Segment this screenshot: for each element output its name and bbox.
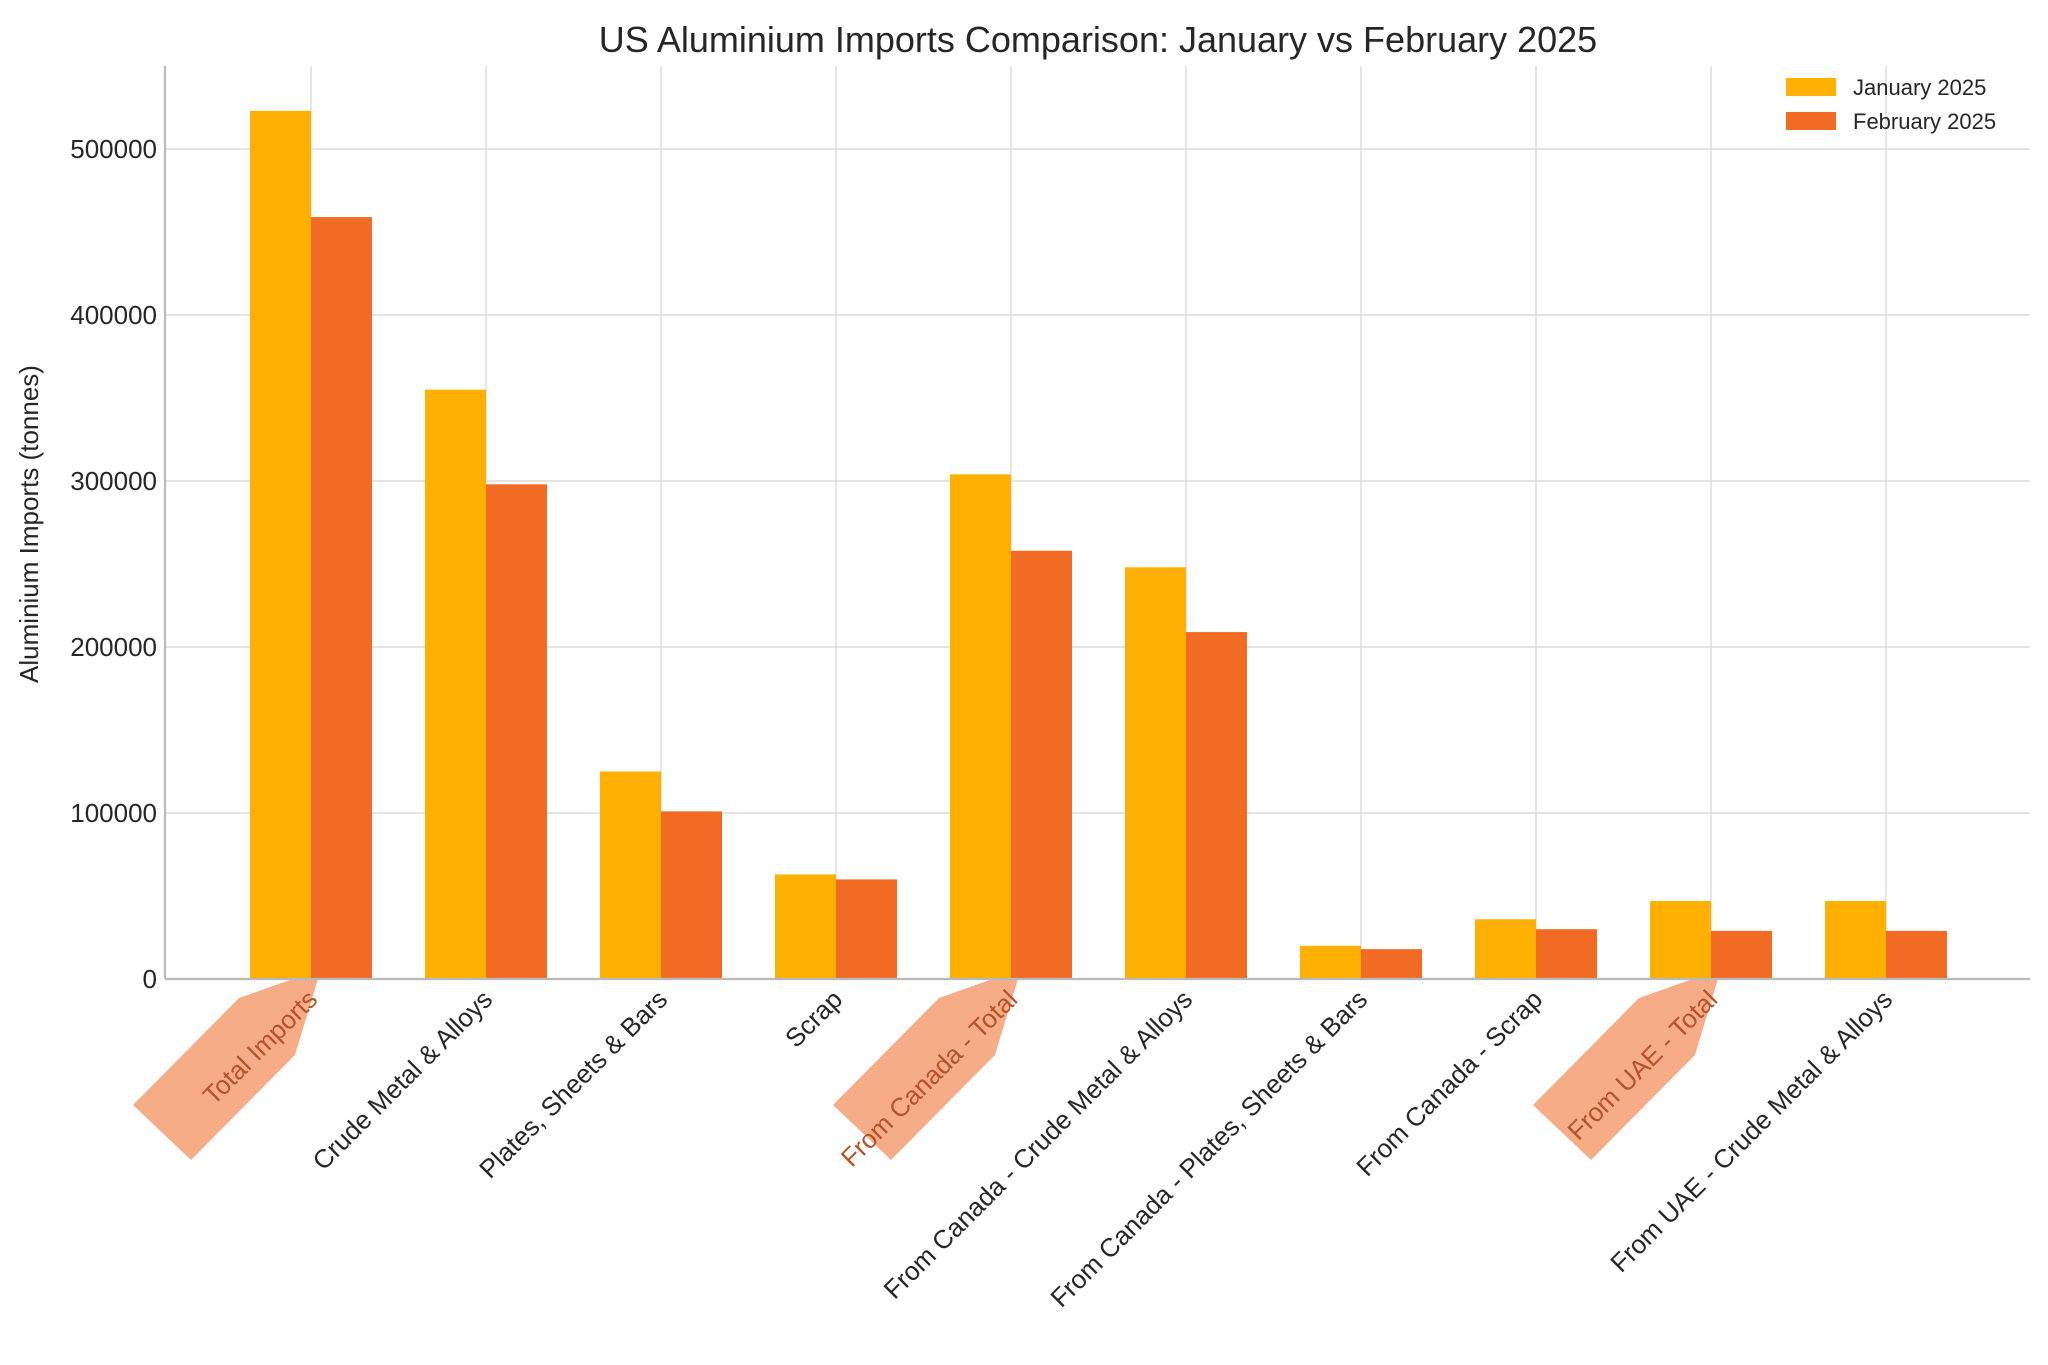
legend: January 2025 February 2025: [1786, 75, 1996, 134]
bar-february: [1711, 930, 1772, 979]
bar-february: [486, 484, 547, 979]
x-tick-label: From Canada - Scrap: [1350, 984, 1548, 1182]
bar-february: [661, 811, 722, 979]
y-tick-label: 0: [143, 964, 157, 994]
x-tick-label: From Canada - Plates, Sheets & Bars: [1044, 984, 1373, 1313]
bar-february: [1361, 949, 1422, 979]
category-highlights: [133, 969, 1721, 1160]
y-tick-label: 300000: [70, 466, 157, 496]
category-highlight: [1533, 969, 1721, 1160]
bar-january: [1300, 945, 1361, 979]
bar-january: [1825, 900, 1886, 979]
bar-january: [600, 771, 661, 979]
bar-january: [1475, 919, 1536, 979]
x-tick-label: Plates, Sheets & Bars: [473, 984, 673, 1184]
bar-february: [1186, 632, 1247, 979]
bars: [250, 110, 1947, 979]
legend-label-february: February 2025: [1853, 109, 1996, 134]
bar-february: [1886, 930, 1947, 979]
x-tick-label: Crude Metal & Alloys: [306, 984, 498, 1176]
bar-january: [1650, 900, 1711, 979]
y-tick-label: 100000: [70, 798, 157, 828]
bar-february: [1536, 929, 1597, 979]
bar-january: [250, 110, 311, 979]
legend-swatch-february: [1786, 112, 1836, 130]
legend-swatch-january: [1786, 78, 1836, 96]
bar-january: [950, 474, 1011, 979]
bar-february: [1011, 550, 1072, 979]
chart-title: US Aluminium Imports Comparison: January…: [599, 19, 1597, 60]
bar-january: [1125, 567, 1186, 979]
bar-january: [775, 874, 836, 979]
y-tick-label: 200000: [70, 632, 157, 662]
axes: [163, 66, 2030, 981]
category-highlight: [833, 969, 1021, 1160]
y-axis-label: Aluminium Imports (tonnes): [14, 365, 44, 683]
x-tick-label: Scrap: [779, 984, 848, 1053]
y-tick-labels: 0 100000 200000 300000 400000 500000: [70, 134, 157, 994]
category-highlight: [133, 969, 321, 1160]
y-tick-label: 500000: [70, 134, 157, 164]
bar-february: [836, 879, 897, 979]
legend-label-january: January 2025: [1853, 75, 1986, 100]
bar-february: [311, 217, 372, 979]
bar-january: [425, 389, 486, 979]
y-tick-label: 400000: [70, 300, 157, 330]
